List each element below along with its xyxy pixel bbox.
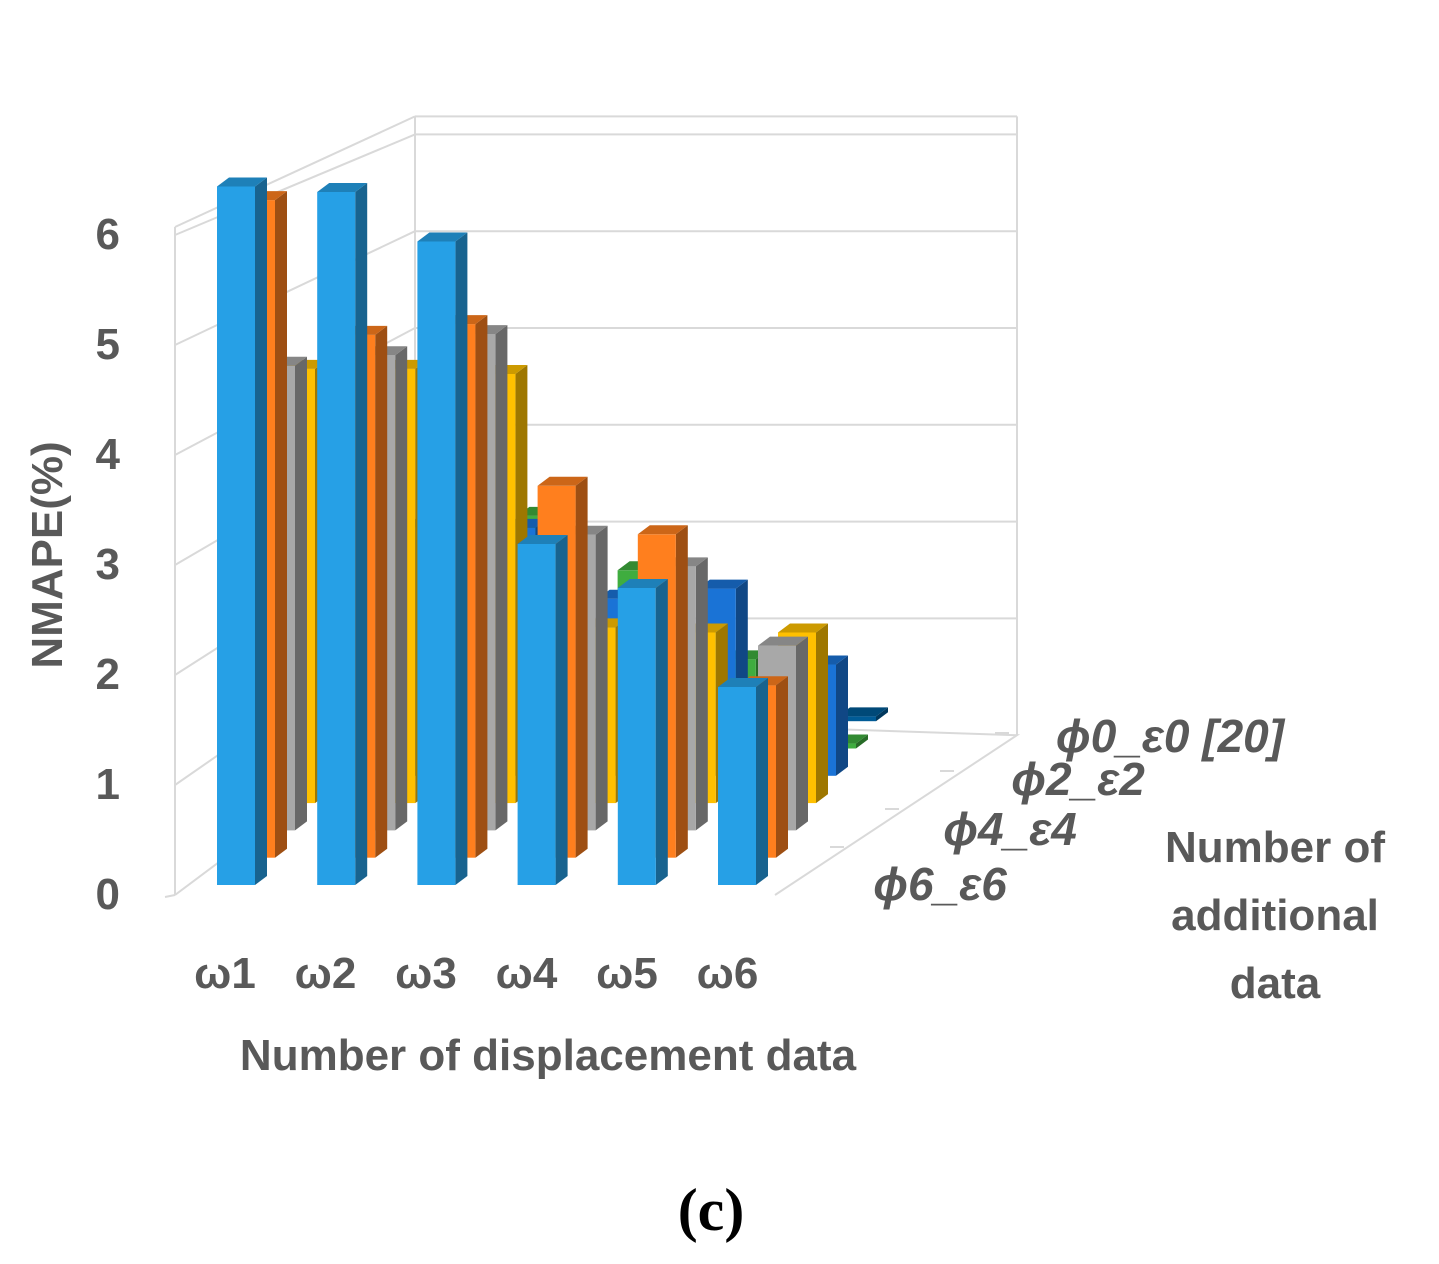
bar-side [816,623,828,804]
bar-side [455,232,468,885]
bar-side [756,678,768,885]
series-0 [217,177,768,885]
bar-top [617,579,668,588]
bar-top [838,707,888,717]
x-axis-label: Number of displacement data [240,1031,857,1080]
bar [617,579,668,885]
x-tick-label: ω5 [596,949,658,998]
bars-group [217,177,888,885]
bar [718,678,768,885]
bar-side [255,177,267,885]
bar-top [317,183,368,192]
x-tick-label: ω3 [395,949,457,998]
bar-side [695,557,708,831]
bar-top [637,525,688,535]
y-tick-label: 0 [96,870,120,919]
bar-side [295,356,307,831]
y-tick-label: 1 [96,760,120,809]
bar-front [217,186,255,885]
bar-top [778,623,828,633]
bar-front [838,716,876,722]
gridline [174,133,416,236]
bar [217,177,267,885]
bar-side [675,525,688,858]
bar-side [355,183,368,885]
y-tick-label: 2 [96,650,120,699]
bar-side [595,525,608,831]
bar-side [796,636,808,831]
y-tick-label: 6 [96,210,120,259]
x-tick-label: ω6 [697,949,759,998]
y-axis-label: NMAPE(%) [23,441,72,668]
bar-side [776,676,788,858]
bar-top [417,232,468,242]
x-tick-label: ω1 [194,949,256,998]
bar-front [617,588,656,885]
gridline [174,230,416,346]
bar-side [856,734,868,749]
bar-side [876,707,888,722]
bar-top [217,177,267,187]
bar-top [718,678,768,687]
bar-side [375,325,388,858]
bar-front [517,544,556,885]
bar [838,707,888,722]
y-tick-label: 3 [96,540,120,589]
bar-side [275,191,287,858]
depth-tick-label: ϕ4_ε4 [943,803,1077,855]
bar-front [718,687,756,885]
bar-side [475,315,488,858]
bar [417,232,468,885]
bar-front [317,192,356,885]
y-axis-ticks: 0 1 2 3 4 5 6 [96,210,121,919]
bar-top [517,535,568,544]
depth-tick-label: ϕ6_ε6 [873,858,1007,910]
bar-side [555,535,568,885]
y-tick-label: 5 [96,320,120,369]
bar-top [697,579,748,589]
bar [317,183,368,885]
bar-top [758,636,808,646]
depth-tick-label: ϕ2_ε2 [1011,753,1145,805]
bar-side [395,346,408,831]
y-tick-label: 4 [96,430,121,479]
bar-top [537,476,588,486]
x-tick-label: ω4 [496,949,558,998]
depth-axis-label: Number of additional data [1165,823,1385,1008]
bar-side [495,325,508,831]
bar-side [575,476,588,858]
x-axis-ticks: ω1 ω2 ω3 ω4 ω5 ω6 [194,949,758,998]
x-tick-label: ω2 [295,949,357,998]
bar-front [417,241,456,885]
depth-tick-label: ϕ0_ε0 [20] [1056,710,1286,762]
panel-label: (c) [678,1177,745,1243]
bar-side [655,579,668,885]
bar-side [836,655,848,776]
bar [517,535,568,885]
